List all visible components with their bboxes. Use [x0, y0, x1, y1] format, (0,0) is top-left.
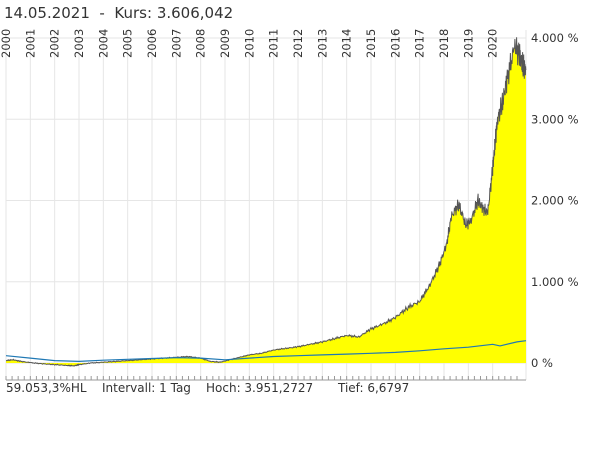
x-tick-label: 2015: [364, 29, 378, 58]
header-separator: -: [89, 4, 115, 22]
y-tick-label: 2.000 %: [531, 194, 579, 208]
x-tick-label: 2020: [486, 29, 500, 58]
area-layer: [6, 37, 526, 367]
x-tick-label: 2016: [388, 29, 402, 58]
x-tick-label: 2013: [315, 29, 329, 58]
x-tick-label: 2008: [194, 29, 208, 58]
line-layer: [5, 37, 527, 367]
footer-low: Tief: 6,6797: [338, 381, 410, 395]
x-tick-label: 2002: [48, 29, 62, 58]
footer-high: Hoch: 3.951,2727: [206, 381, 314, 395]
price-area: [6, 37, 526, 367]
footer-performance: 59.053,3%HL: [6, 381, 87, 395]
x-tick-label: 2010: [242, 29, 256, 58]
header-kurs-value: 3.606,042: [156, 4, 234, 22]
x-tick-label: 2003: [72, 29, 86, 58]
x-tick-label: 2018: [437, 29, 451, 58]
y-tick-label: 3.000 %: [531, 112, 579, 126]
performance-chart[interactable]: 2000 2001 2002 2003 2004 2005 2006 2007 2008 2009…: [0, 0, 606, 401]
x-tick-label: 2001: [23, 29, 37, 58]
x-tick-label: 2014: [340, 29, 354, 58]
x-tick-label: 2006: [145, 29, 159, 58]
y-tick-label: 4.000 %: [531, 31, 579, 45]
x-tick-label: 2005: [121, 29, 135, 58]
footer-interval: Intervall: 1 Tag: [102, 381, 191, 395]
grid: [5, 30, 527, 380]
header-kurs-label: Kurs:: [114, 4, 153, 22]
x-tick-label: 2019: [461, 29, 475, 58]
x-tick-label: 2009: [218, 29, 232, 58]
axes: 2000 2001 2002 2003 2004 2005 2006 2007 2008 2009…: [0, 29, 579, 381]
header-date: 14.05.2021: [4, 4, 90, 22]
y-tick-label: 0 %: [531, 356, 553, 370]
price-line: [6, 37, 527, 367]
x-tick-label: 2011: [267, 29, 281, 58]
chart-header: 14.05.2021 - Kurs: 3.606,042: [4, 4, 233, 22]
benchmark-line: [5, 340, 527, 363]
x-tick-label: 2017: [413, 29, 427, 58]
chart-footer: 59.053,3%HL Intervall: 1 Tag Hoch: 3.951…: [6, 381, 409, 451]
x-tick-label: 2012: [291, 29, 305, 58]
x-tick-label: 2004: [96, 29, 110, 58]
x-tick-label: 2007: [169, 29, 183, 58]
x-tick-label: 2000: [0, 29, 13, 58]
y-tick-label: 1.000 %: [531, 275, 579, 289]
